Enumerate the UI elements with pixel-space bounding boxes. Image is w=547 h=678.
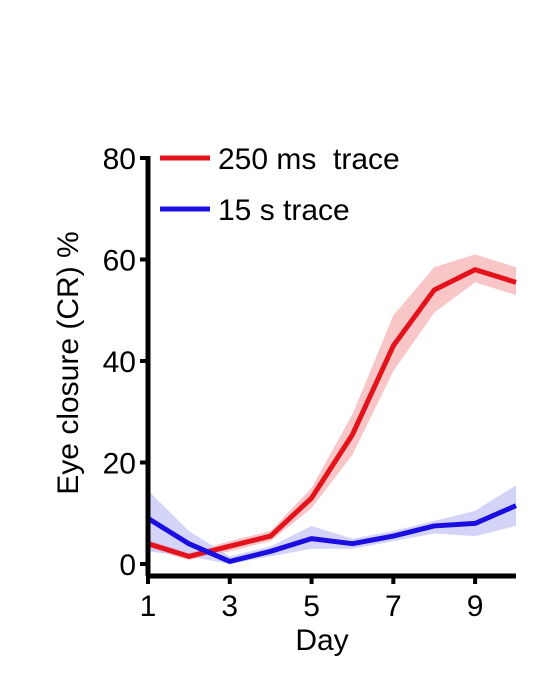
error-bands (148, 254, 516, 564)
legend-label-250ms: 250 ms trace (218, 143, 400, 176)
series-line-0 (147, 267, 517, 559)
x-tick-label: 9 (467, 590, 484, 623)
y-tick-label: 40 (103, 346, 136, 379)
x-tick-label: 3 (221, 590, 238, 623)
x-tick-label: 7 (385, 590, 402, 623)
axes (145, 156, 516, 579)
y-tick-label: 80 (103, 143, 136, 176)
legend-label-15s: 15 s trace (218, 194, 350, 227)
ticks: 0 20 40 60 80 1 3 5 7 9 (103, 143, 484, 623)
x-tick-label: 1 (140, 590, 157, 623)
y-tick-label: 60 (103, 245, 136, 278)
x-axis-title: Day (295, 624, 348, 657)
series-band-0 (148, 254, 516, 560)
series-line-1 (146, 503, 517, 564)
y-axis-title: Eye closure (CR) % (52, 231, 85, 494)
x-tick-label: 5 (303, 590, 320, 623)
y-tick-label: 0 (119, 549, 136, 582)
series-lines (146, 267, 517, 564)
y-tick-label: 20 (103, 448, 136, 481)
legend: 250 ms trace 15 s trace (160, 143, 400, 227)
